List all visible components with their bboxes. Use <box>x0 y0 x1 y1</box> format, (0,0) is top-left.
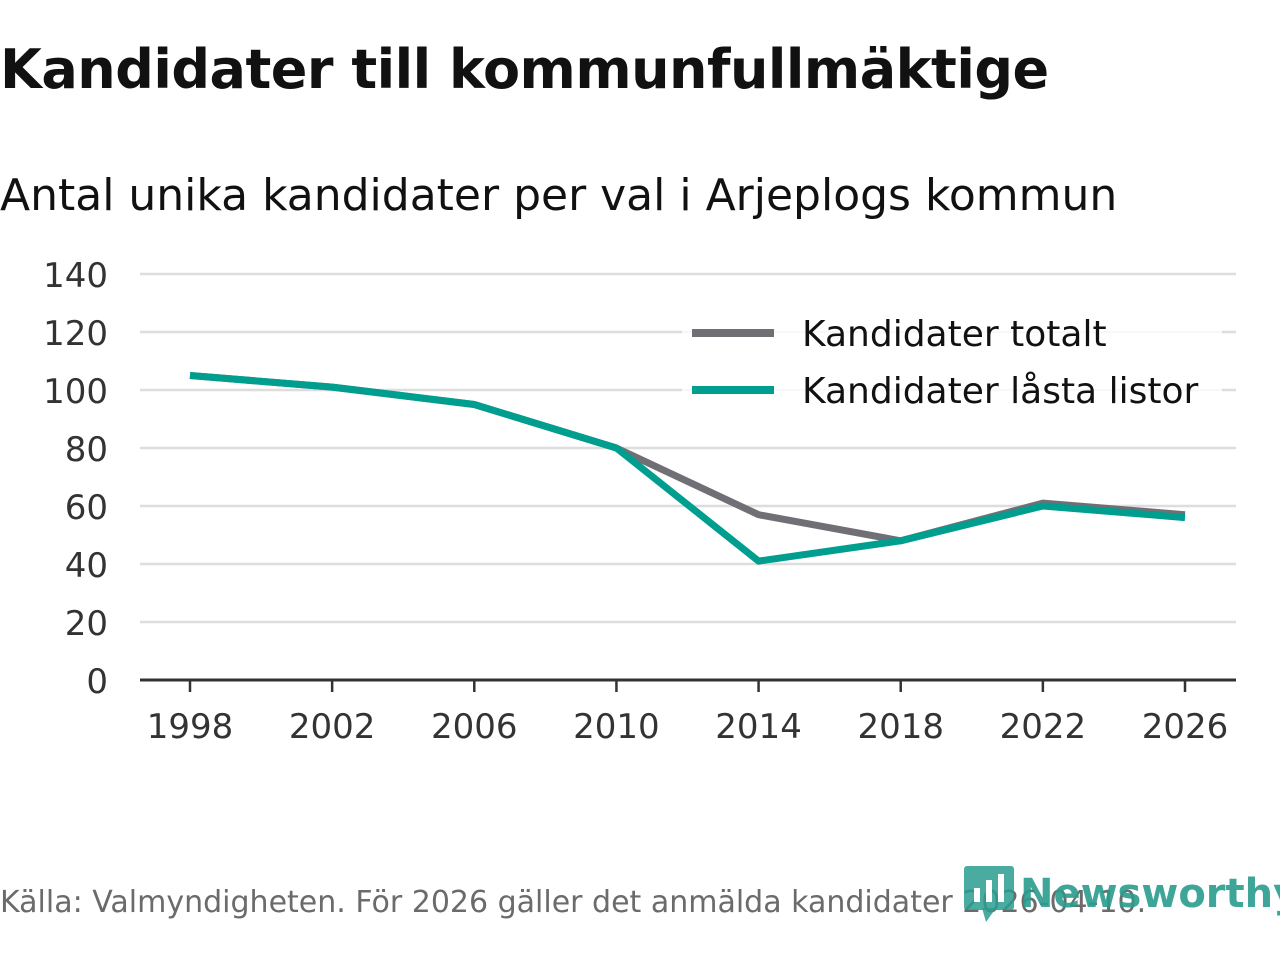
x-tick-label: 1998 <box>147 707 234 747</box>
legend-background <box>682 306 1222 416</box>
x-tick-label: 2006 <box>431 707 518 747</box>
series-line-kandidater-lasta-listor <box>189 372 1186 565</box>
y-tick-label: 120 <box>43 314 108 354</box>
legend-label: Kandidater låsta listor <box>802 371 1198 412</box>
y-tick-label: 80 <box>65 430 108 470</box>
legend-label: Kandidater totalt <box>802 314 1107 355</box>
y-tick-label: 40 <box>65 546 108 586</box>
series-lines <box>189 372 1186 565</box>
x-tick-label: 2014 <box>715 707 802 747</box>
newsworthy-logo-icon <box>964 866 1014 922</box>
source-note: Källa: Valmyndigheten. För 2026 gäller d… <box>0 885 1147 920</box>
y-tick-label: 140 <box>43 256 108 296</box>
x-tick-label: 2022 <box>1000 707 1087 747</box>
brand-logo: Newsworthy <box>964 862 1280 926</box>
legend: Kandidater totalt Kandidater låsta listor <box>682 306 1222 416</box>
y-axis-ticks: 0 20 40 60 80 100 120 140 <box>43 256 108 702</box>
x-tick-label: 2010 <box>573 707 660 747</box>
x-tick-label: 2018 <box>857 707 944 747</box>
brand-name: Newsworthy <box>1020 871 1280 917</box>
y-tick-label: 20 <box>65 604 108 644</box>
y-tick-label: 60 <box>65 488 108 528</box>
chart-title: Kandidater till kommunfullmäktige <box>0 38 1049 101</box>
y-tick-label: 100 <box>43 372 108 412</box>
y-tick-label: 0 <box>86 662 108 702</box>
x-tick-label: 2026 <box>1142 707 1229 747</box>
x-axis-ticks: 1998 2002 2006 2010 2014 2018 2022 2026 <box>147 680 1229 747</box>
x-tick-label: 2002 <box>289 707 376 747</box>
chart-subtitle: Antal unika kandidater per val i Arjeplo… <box>0 170 1118 221</box>
